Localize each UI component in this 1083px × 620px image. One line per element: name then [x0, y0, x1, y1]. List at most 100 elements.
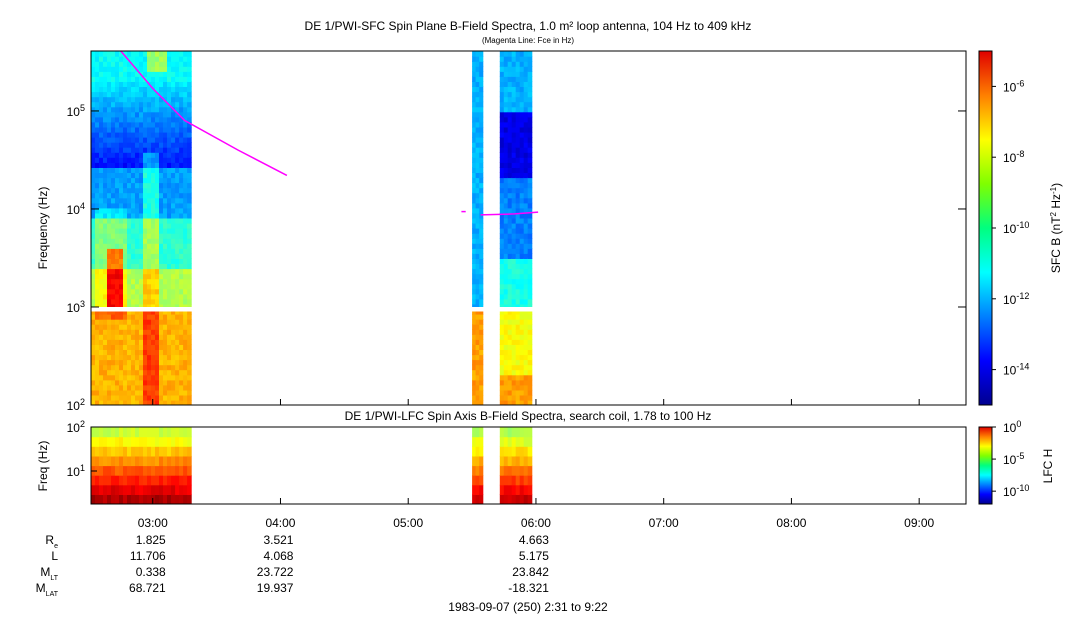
spectrogram-cell — [507, 354, 513, 361]
spectrogram-cell — [123, 334, 128, 340]
spectrogram-cell — [139, 137, 144, 143]
spectrogram-cell — [523, 293, 529, 300]
spectrogram-cell — [155, 283, 160, 290]
spectrogram-cell — [99, 152, 104, 158]
spectrogram-cell — [131, 349, 136, 356]
spectrogram-cell — [511, 283, 517, 290]
spectrogram-cell — [143, 273, 148, 280]
spectrogram-cell — [139, 293, 144, 300]
spectrogram-cell — [475, 359, 480, 366]
spectrogram-cell — [143, 137, 148, 143]
spectrogram-cell — [179, 359, 184, 366]
spectrogram-cell — [135, 278, 140, 285]
spectrogram-cell — [183, 308, 188, 315]
spectrogram-cell — [119, 162, 124, 168]
spectrogram-cell — [472, 202, 477, 209]
spectrogram-cell — [135, 212, 140, 219]
spectrogram-cell — [163, 228, 168, 234]
spectrogram-cell — [143, 359, 148, 366]
spectrogram-cell — [127, 379, 132, 386]
spectrogram-cell — [511, 253, 517, 259]
spectrogram-cell — [499, 446, 505, 457]
spectrogram-cell — [519, 243, 525, 249]
spectrogram-cell — [515, 197, 521, 204]
spectrogram-cell — [119, 197, 124, 204]
spectrogram-cell — [527, 61, 533, 67]
spectrogram-cell — [159, 91, 164, 98]
spectrogram-cell — [119, 121, 124, 128]
spectrogram-cell — [507, 263, 513, 270]
spectrogram-cell — [143, 334, 148, 340]
spectrogram-cell — [163, 192, 168, 199]
spectrogram-cell — [99, 116, 104, 123]
spectrogram-cell — [103, 187, 108, 194]
spectrogram-cell — [175, 354, 180, 361]
spectrogram-cell — [187, 207, 192, 214]
spectrogram-cell — [167, 142, 172, 148]
spectrogram-cell — [519, 56, 525, 62]
spectrogram-cell — [187, 494, 192, 504]
spectrogram-cell — [95, 339, 100, 345]
spectrogram-cell — [155, 278, 160, 285]
spectrogram-cell — [115, 384, 120, 391]
spectrogram-cell — [475, 455, 480, 467]
spectrogram-cell — [472, 399, 477, 405]
spectrogram-cell — [155, 56, 160, 62]
y-tick-label: 103 — [67, 299, 85, 315]
spectrogram-cell — [151, 465, 156, 476]
spectrogram-cell — [527, 116, 533, 123]
spectrogram-cell — [151, 152, 156, 158]
spectrogram-cell — [472, 233, 477, 239]
spectrogram-cell — [515, 66, 521, 72]
spectrogram-cell — [183, 427, 188, 438]
spectrogram-cell — [475, 101, 480, 108]
spectrogram-cell — [123, 167, 128, 173]
spectrogram-cell — [499, 142, 505, 148]
spectrogram-cell — [123, 66, 128, 72]
spectrogram-cell — [147, 308, 152, 315]
spectrogram-cell — [131, 212, 136, 219]
spectrogram-cell — [95, 61, 100, 67]
spectrogram-cell — [511, 354, 517, 361]
spectrogram-cell — [151, 233, 156, 239]
spectrogram-cell — [507, 222, 513, 229]
spectrogram-cell — [151, 303, 156, 310]
spectrogram-cell — [159, 379, 164, 386]
spectrogram-cell — [127, 81, 132, 87]
spectrogram-cell — [115, 263, 120, 270]
spectrogram-cell — [163, 157, 168, 163]
spectrogram-cell — [527, 374, 533, 381]
spectrogram-cell — [475, 484, 480, 495]
spectrogram-cell — [139, 283, 144, 290]
spectrogram-cell — [103, 162, 108, 168]
spectrogram-cell — [183, 374, 188, 381]
spectrogram-cell — [472, 314, 477, 320]
spectrogram-cell — [519, 319, 525, 325]
spectrogram-cell — [107, 56, 112, 62]
spectrogram-cell — [527, 248, 533, 254]
spectrogram-cell — [143, 111, 148, 118]
spectrogram-cell — [119, 248, 124, 254]
spectrogram-cell — [515, 182, 521, 189]
spectrogram-cell — [107, 222, 112, 229]
spectrogram-cell — [515, 192, 521, 199]
spectrogram-cell — [155, 359, 160, 366]
spectrogram-cell — [499, 157, 505, 163]
spectrogram-cell — [151, 344, 156, 350]
spectrogram-cell — [143, 152, 148, 158]
spectrogram-cell — [499, 248, 505, 254]
spectrogram-cell — [475, 268, 480, 275]
spectrogram-cell — [107, 111, 112, 118]
spectrogram-cell — [95, 71, 100, 77]
spectrogram-cell — [107, 364, 112, 371]
spectrogram-cell — [155, 339, 160, 345]
spectrogram-cell — [503, 329, 509, 335]
spectrogram-cell — [147, 197, 152, 204]
spectrogram-cell — [107, 475, 112, 486]
spectrogram-cell — [183, 61, 188, 67]
spectrogram-cell — [139, 238, 144, 244]
spectrogram-cell — [511, 182, 517, 189]
spectrogram-cell — [507, 314, 513, 320]
spectrogram-cell — [155, 51, 160, 57]
